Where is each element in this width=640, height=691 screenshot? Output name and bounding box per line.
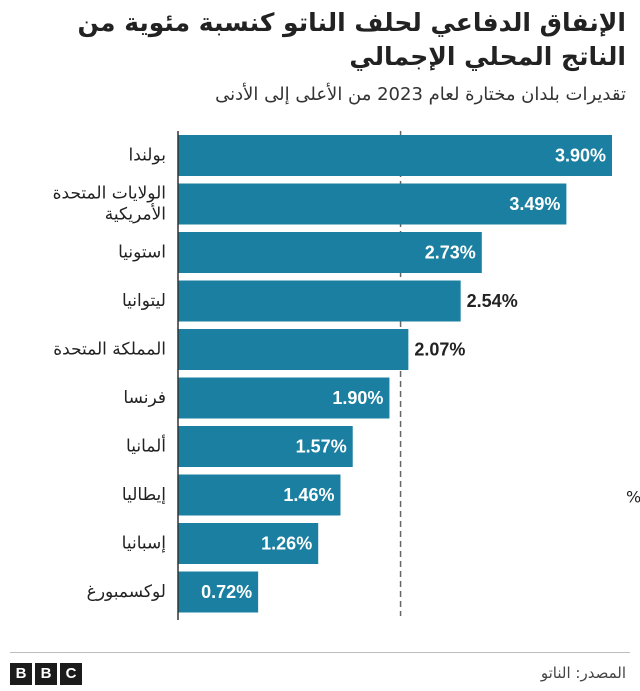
bar bbox=[178, 571, 259, 613]
bbc-logo: B B C bbox=[10, 663, 82, 685]
bar bbox=[178, 280, 461, 322]
category-label: إسبانيا bbox=[122, 534, 166, 554]
category-label: بولندا bbox=[129, 146, 166, 166]
category-label: ليتوانيا bbox=[122, 291, 166, 311]
data-label: 2.73% bbox=[425, 243, 476, 263]
category-label: استونيا bbox=[118, 243, 166, 263]
data-label: 1.26% bbox=[261, 534, 312, 554]
category-label: المملكة المتحدة bbox=[53, 340, 166, 360]
bar bbox=[178, 426, 353, 467]
reference-line-label: مبدأ الناتو التوجيهي 2% bbox=[626, 487, 640, 508]
bar bbox=[178, 232, 482, 273]
bar bbox=[178, 474, 341, 516]
bar bbox=[178, 183, 567, 225]
data-label: 1.46% bbox=[283, 485, 334, 505]
category-label: الولايات المتحدة bbox=[53, 184, 166, 204]
data-label: 3.49% bbox=[509, 194, 560, 214]
category-label: فرنسا bbox=[123, 388, 166, 408]
data-label: 2.54% bbox=[467, 291, 518, 311]
footer-divider bbox=[10, 652, 630, 653]
data-label: 1.90% bbox=[332, 388, 383, 408]
bar bbox=[178, 377, 390, 419]
bbc-logo-letter: B bbox=[35, 663, 57, 685]
chart-title: الإنفاق الدفاعي لحلف الناتو كنسبة مئوية … bbox=[77, 8, 626, 71]
bar bbox=[178, 329, 409, 370]
data-label: 2.07% bbox=[414, 340, 465, 360]
category-label: الأمريكية bbox=[105, 204, 166, 225]
bar bbox=[178, 135, 612, 176]
data-label: 1.57% bbox=[296, 437, 347, 457]
bbc-logo-letter: C bbox=[60, 663, 82, 685]
category-label: لوكسمبورغ bbox=[87, 582, 166, 602]
source-note: المصدر: الناتو bbox=[540, 664, 626, 682]
bar bbox=[178, 523, 319, 564]
category-label: ألمانيا bbox=[126, 435, 166, 457]
data-label: 3.90% bbox=[555, 146, 606, 166]
bar-chart: 3.90% بولندا 3.49% الولايات المتحدةالأمريكي… bbox=[53, 131, 640, 620]
category-label: إيطاليا bbox=[122, 485, 166, 505]
bbc-logo-letter: B bbox=[10, 663, 32, 685]
data-label: 0.72% bbox=[201, 582, 252, 602]
chart-subtitle: تقديرات بلدان مختارة لعام 2023 من الأعلى… bbox=[215, 84, 626, 105]
